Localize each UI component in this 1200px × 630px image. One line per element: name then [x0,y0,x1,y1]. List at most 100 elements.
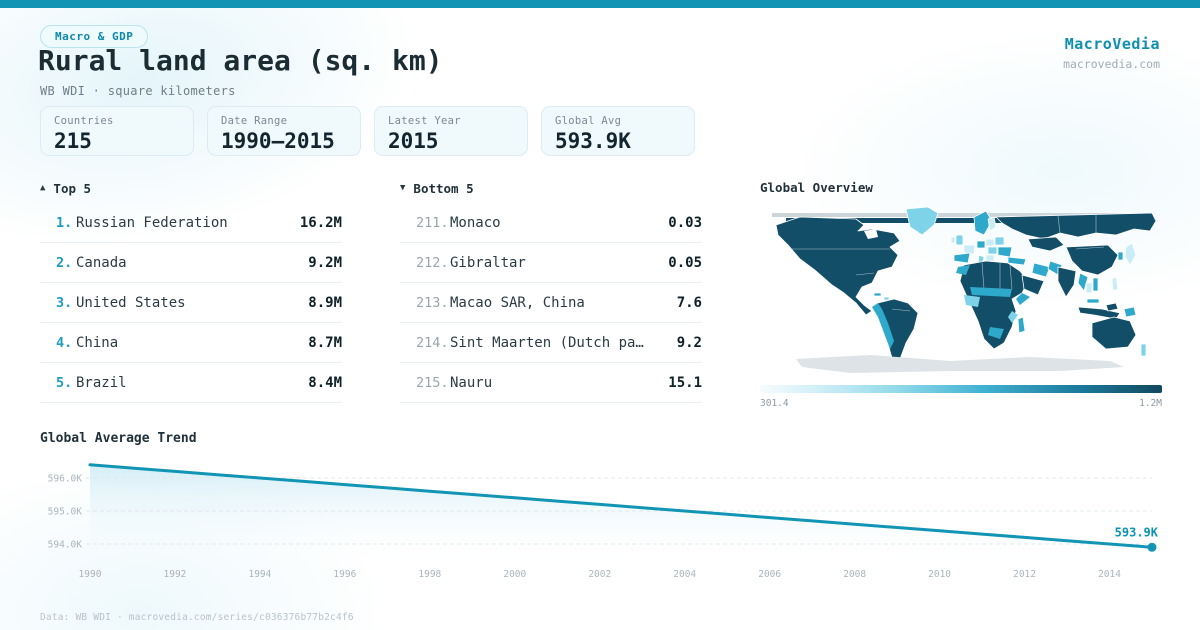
map-region-philippines [1111,276,1119,292]
x-axis-tick-label: 2010 [928,569,951,580]
list-item: 4. China 8.7M [40,323,342,363]
brand-block: MacroVedia macrovedia.com [1063,35,1160,71]
map-region-papua [1123,306,1137,318]
map-region-finland [987,216,997,232]
map-region-central-europe [994,236,1005,246]
page-title: Rural land area (sq. km) [38,44,443,77]
country-value: 8.4M [308,374,342,391]
trend-chart: 596.0K 595.0K 594.0K 1990 1992 1994 1996 1998 20… [48,463,1159,580]
rank-number: 3. [56,294,73,311]
map-border-line [981,262,1013,290]
stat-value: 1990–2015 [221,129,335,153]
rank-number: 213. [416,294,449,311]
map-region-iberia [953,252,971,264]
map-region-west-africa [964,295,980,307]
map-region-arctic-coast [786,218,1152,223]
map-region-madagascar [1017,316,1026,334]
country-value: 9.2 [676,334,702,351]
map-region-ireland [950,236,956,244]
list-item: 212. Gibraltar 0.05 [400,243,702,283]
footer-attribution: Data: WB WDI · macrovedia.com/series/c03… [40,612,354,623]
page-subtitle: WB WDI · square kilometers [40,84,236,98]
category-badge-label: Macro & GDP [55,30,134,43]
country-name: Sint Maarten (Dutch pa… [450,334,644,351]
country-value: 15.1 [668,374,702,391]
map-region-new-zealand [1140,343,1147,357]
map-region-thailand [1085,282,1093,294]
country-value: 8.7M [308,334,342,351]
map-region-central-europe [976,240,986,249]
stat-value: 215 [54,129,92,153]
list-item: 211. Monaco 0.03 [400,203,702,243]
map-region-kazakhstan [1027,236,1065,252]
rank-number: 4. [56,334,73,351]
stat-card-date-range: Date Range 1990–2015 [207,106,361,156]
y-axis-tick-label: 595.0K [48,507,83,518]
country-name: Brazil [76,374,127,391]
top5-header: ▲ Top 5 [40,180,342,196]
map-region-sahel [970,287,1012,297]
map-region-greenland [905,206,939,236]
stat-label: Date Range [221,115,288,127]
y-axis-tick-label: 594.0K [48,540,83,551]
rank-number: 211. [416,214,449,231]
map-region-russia [995,212,1157,240]
top5-list: ▲ Top 5 1. Russian Federation 16.2M 2. Canad… [40,180,342,403]
map-region-borneo [1105,302,1119,312]
bottom5-list: ▼ Bottom 5 211. Monaco 0.03 212. Gibraltar 0.… [400,180,702,403]
country-value: 0.03 [668,214,702,231]
x-axis-tick-label: 2002 [588,569,611,580]
map-legend-max: 1.2M [1139,398,1162,409]
map-region-china [1065,244,1119,276]
brand-name: MacroVedia [1064,35,1160,53]
map-region-vietnam [1092,277,1099,292]
map-region-north-america [775,216,901,316]
global-overview-section: Global Overview [760,180,1162,409]
country-name: Russian Federation [76,214,228,231]
country-name: Macao SAR, China [450,294,585,311]
country-value: 0.05 [668,254,702,271]
category-badge: Macro & GDP [40,25,149,48]
list-item: 213. Macao SAR, China 7.6 [400,283,702,323]
list-item: 215. Nauru 15.1 [400,363,702,403]
trend-end-value-label: 593.9K [1115,525,1159,539]
map-border-line [891,308,911,312]
map-region-myanmar [1077,272,1089,292]
map-border-line [1075,246,1105,250]
map-hudson-bay [864,229,878,239]
country-name: Gibraltar [450,254,526,271]
map-region-iran [1031,262,1051,278]
bottom5-rows: 211. Monaco 0.03 212. Gibraltar 0.05 213. Macao… [400,203,702,403]
list-item: 2. Canada 9.2M [40,243,342,283]
triangle-up-icon: ▲ [40,183,46,193]
stat-label: Countries [54,115,114,127]
x-axis-tick-label: 1994 [248,569,271,580]
top5-header-label: Top 5 [53,180,92,196]
map-region-ukraine [997,246,1013,258]
map-region-caribbean [883,296,890,301]
map-region-korea [1117,251,1124,261]
x-axis-tick-label: 2012 [1013,569,1036,580]
map-legend-gradient [760,385,1162,393]
rank-number: 5. [56,374,73,391]
trend-end-dot [1147,542,1157,552]
stat-card-global-avg: Global Avg 593.9K [541,106,695,156]
top5-rows: 1. Russian Federation 16.2M 2. Canada 9.2M 3. U… [40,203,342,403]
stat-label: Latest Year [388,115,461,127]
list-item: 3. United States 8.9M [40,283,342,323]
map-border-line [855,272,875,276]
map-border-line [1057,215,1097,234]
country-name: China [76,334,119,351]
x-axis-tick-label: 2000 [503,569,526,580]
x-axis-tick-label: 2014 [1098,569,1121,580]
map-region-malaysia [1086,298,1100,304]
country-value: 9.2M [308,254,342,271]
map-region-uk [955,234,964,246]
map-region-poland [987,246,998,255]
map-region-central-europe [985,238,995,247]
stat-cards-row: Countries 215 Date Range 1990–2015 Latest Ye… [40,106,695,156]
country-value: 7.6 [676,294,702,311]
stat-value: 2015 [388,129,439,153]
map-region-antarctica [796,355,1124,373]
rank-number: 214. [416,334,449,351]
